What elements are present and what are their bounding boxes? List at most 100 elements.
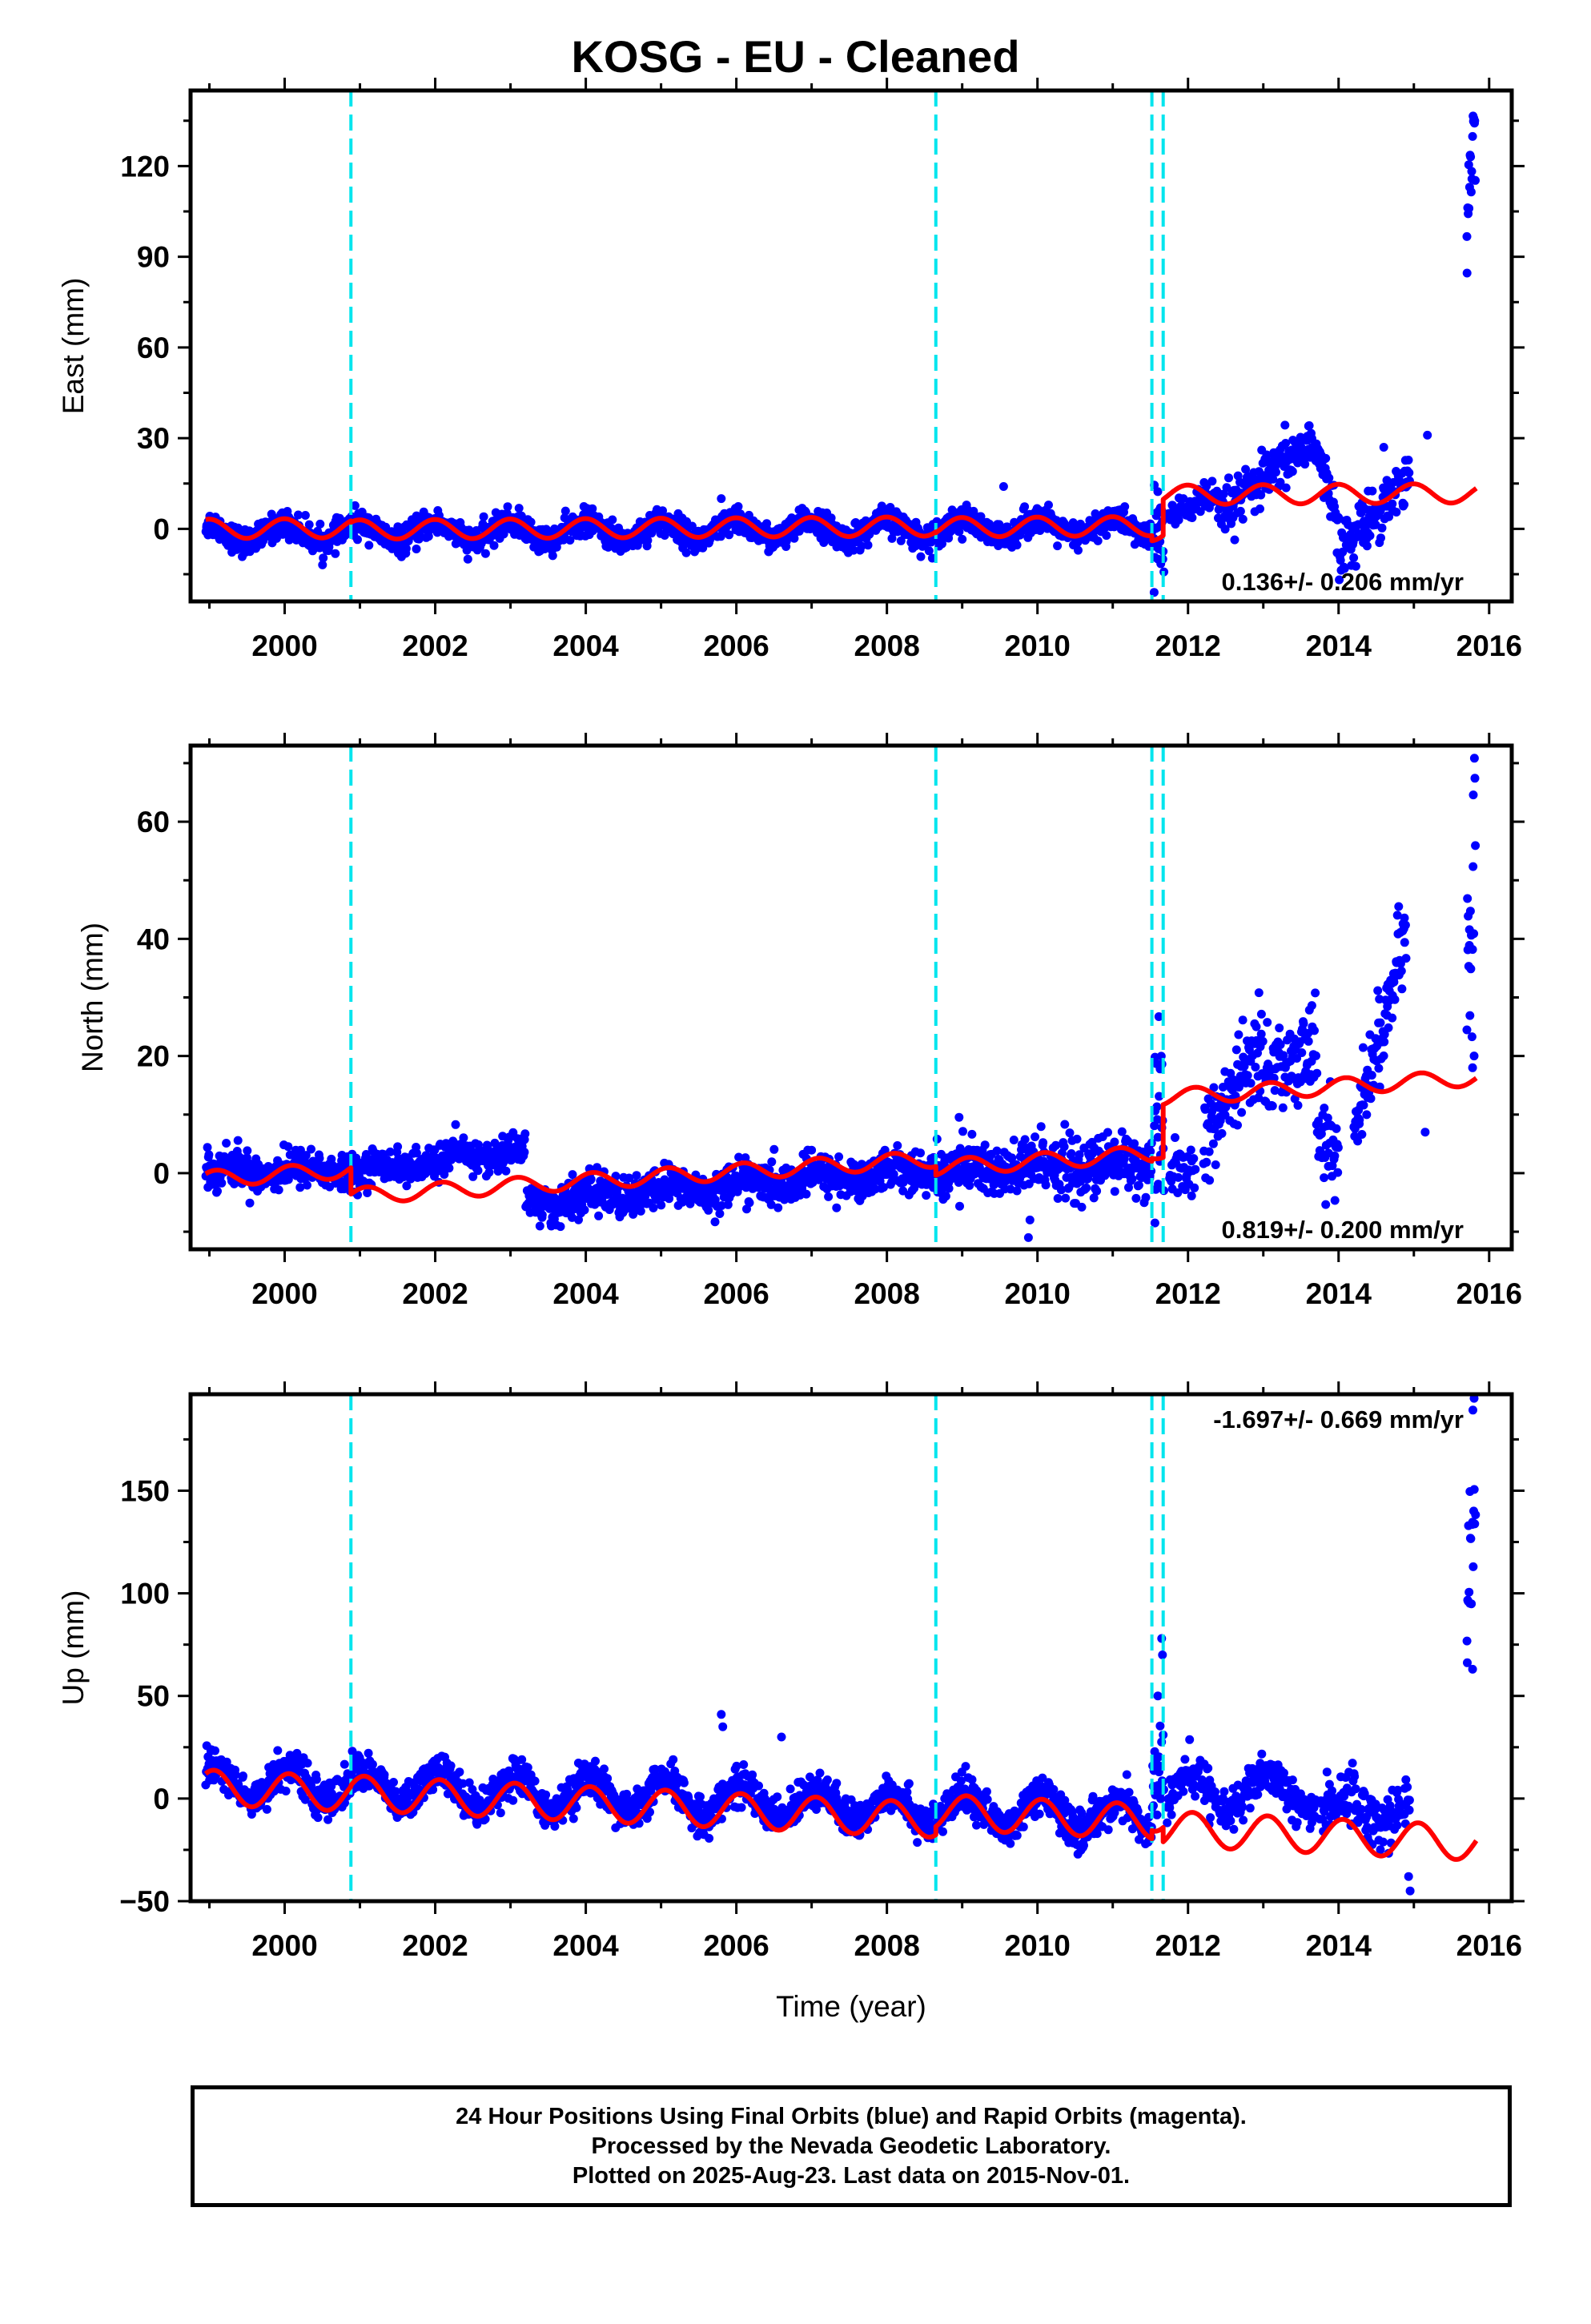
x-tick-label: 2014: [1306, 629, 1372, 662]
data-point: [459, 1133, 468, 1143]
data-point: [1312, 1068, 1322, 1078]
data-point: [1044, 501, 1053, 510]
data-point-outlier: [1379, 443, 1388, 452]
data-point: [1278, 1103, 1288, 1112]
data-point: [1465, 1011, 1475, 1020]
data-point: [1379, 1051, 1388, 1060]
x-tick-label: 2006: [703, 1277, 769, 1310]
data-point-outlier: [1150, 1218, 1159, 1228]
data-point: [941, 1192, 950, 1201]
data-point: [773, 1203, 783, 1212]
data-point: [1300, 460, 1310, 469]
data-point: [1252, 1022, 1261, 1031]
plot-frame: [188, 88, 1514, 604]
data-point: [364, 541, 374, 550]
data-point: [1466, 964, 1476, 974]
data-point: [203, 1143, 212, 1152]
data-point: [1388, 1013, 1397, 1023]
data-point: [944, 1184, 954, 1193]
data-point: [1465, 907, 1475, 916]
data-point: [1187, 1191, 1196, 1200]
data-point: [304, 520, 314, 529]
data-point: [385, 1147, 395, 1156]
data-point: [520, 1148, 529, 1157]
x-tick-label: 2008: [854, 1277, 920, 1310]
y-tick-label: 90: [137, 241, 170, 274]
data-point: [412, 1148, 421, 1158]
data-point: [463, 554, 472, 564]
data-point: [1376, 533, 1385, 543]
data-point: [1276, 477, 1285, 487]
x-tick-label: 2012: [1155, 629, 1221, 662]
data-point: [687, 521, 697, 531]
data-point: [1351, 561, 1360, 571]
data-point: [537, 1210, 547, 1220]
data-point: [1171, 1133, 1179, 1142]
data-point: [1272, 468, 1280, 477]
data-point: [1307, 1001, 1316, 1011]
data-point: [1262, 450, 1272, 460]
data-point: [1330, 1151, 1340, 1160]
data-point: [657, 1200, 666, 1210]
data-point: [574, 1215, 583, 1224]
data-point: [834, 1152, 844, 1161]
data-point: [710, 1217, 720, 1227]
data-point: [762, 519, 772, 529]
x-tick-label: 2016: [1456, 629, 1522, 662]
data-point: [1384, 1023, 1393, 1032]
data-point: [1153, 487, 1163, 497]
data-point: [1127, 1174, 1137, 1184]
data-point: [318, 560, 327, 569]
data-point: [352, 1153, 361, 1163]
data-point: [1268, 1101, 1277, 1111]
data-point: [204, 1150, 214, 1160]
data-point: [1224, 473, 1233, 483]
data-point: [1336, 556, 1345, 565]
data-point: [954, 1112, 964, 1122]
data-point: [1152, 1102, 1162, 1112]
data-point: [273, 1746, 283, 1755]
data-point: [1020, 1135, 1030, 1144]
data-point: [1332, 1124, 1341, 1133]
data-point: [1235, 506, 1245, 516]
data-point: [1238, 1015, 1247, 1025]
data-point: [1077, 1202, 1087, 1212]
data-point: [958, 534, 967, 544]
y-axis-label: North (mm): [76, 923, 109, 1072]
data-point: [295, 1145, 305, 1155]
data-point: [1234, 1030, 1243, 1039]
data-point: [1362, 1110, 1372, 1120]
data-point: [1191, 1164, 1200, 1174]
data-point: [1082, 1183, 1091, 1192]
data-point: [1053, 541, 1063, 551]
data-point: [955, 1201, 964, 1211]
rate-annotation: 0.819+/- 0.200 mm/yr: [1222, 1216, 1464, 1244]
data-point: [1211, 1160, 1220, 1169]
data-point: [725, 530, 734, 540]
data-point: [1258, 1036, 1268, 1046]
data-point: [1333, 1143, 1343, 1152]
data-point: [1231, 1045, 1241, 1055]
data-point: [501, 1166, 511, 1176]
data-point: [1462, 231, 1472, 241]
y-tick-label: 0: [153, 1157, 170, 1190]
data-point-outlier: [1153, 554, 1163, 564]
data-point: [1299, 1019, 1308, 1028]
data-point: [1388, 499, 1397, 509]
data-point: [503, 502, 512, 512]
data-point: [468, 1172, 478, 1181]
x-tick-label: 2010: [1005, 629, 1071, 662]
data-point: [1310, 1026, 1319, 1035]
data-point: [1468, 862, 1478, 871]
data-point: [1120, 502, 1130, 512]
data-point: [824, 1192, 834, 1201]
data-point: [303, 1180, 311, 1190]
data-point: [1036, 1122, 1046, 1132]
data-point: [1311, 988, 1320, 998]
data-point: [1254, 988, 1264, 998]
data-point: [1400, 938, 1409, 947]
data-point-outlier: [1149, 588, 1159, 597]
data-point: [1268, 474, 1278, 484]
data-point: [1053, 1194, 1063, 1203]
